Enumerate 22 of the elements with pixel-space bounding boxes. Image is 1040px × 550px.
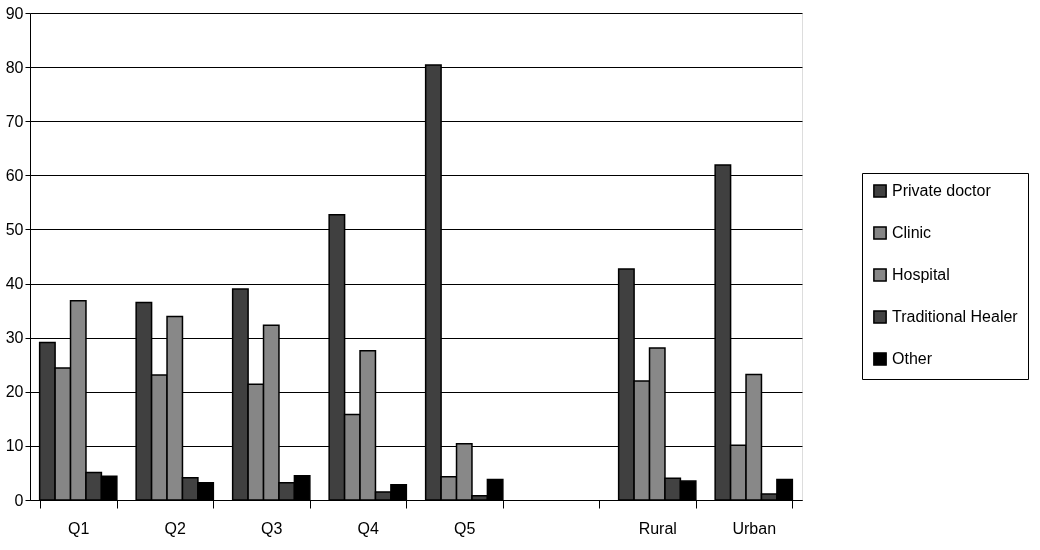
x-tick-label: Q1: [68, 519, 90, 537]
legend-label: Traditional Healer: [892, 308, 1019, 325]
x-tick-label: Q2: [164, 519, 187, 537]
y-tick-label: 80: [5, 58, 24, 76]
x-tick-label: Q3: [261, 519, 283, 537]
y-tick-label: 60: [5, 166, 24, 184]
y-tick-label: 0: [14, 491, 24, 509]
y-tick-label: 50: [5, 220, 24, 238]
x-tick-label: Q4: [357, 519, 380, 537]
y-tick-label: 70: [5, 112, 24, 130]
legend-label: Clinic: [892, 224, 932, 241]
x-tick-label: Q5: [454, 519, 476, 537]
y-tick-label: 30: [5, 329, 24, 347]
y-tick-label: 10: [5, 437, 24, 455]
legend-label: Private doctor: [892, 182, 992, 199]
y-tick-label: 20: [5, 383, 24, 401]
legend-label: Hospital: [892, 266, 950, 283]
y-tick-label: 90: [5, 4, 24, 22]
y-tick-label: 40: [5, 275, 24, 293]
legend-label: Other: [892, 350, 933, 367]
x-tick-label: Urban: [732, 519, 777, 537]
x-tick-label: Rural: [638, 519, 677, 537]
